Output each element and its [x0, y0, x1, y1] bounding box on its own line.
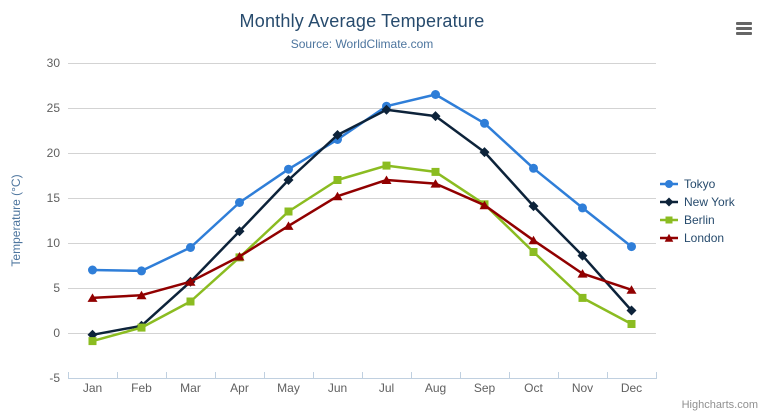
chart-title: Monthly Average Temperature — [239, 11, 485, 31]
series-line-berlin — [91, 164, 633, 343]
data-point-tokyo-apr[interactable] — [235, 198, 244, 207]
series-line-london — [91, 178, 633, 300]
x-axis-tick-label: Sep — [474, 381, 496, 395]
data-point-london-aug[interactable] — [430, 179, 441, 188]
x-axis-tick-label: Mar — [180, 381, 201, 395]
data-point-tokyo-feb[interactable] — [137, 266, 146, 276]
data-point-new-york-may[interactable] — [283, 175, 294, 185]
data-point-london-nov[interactable] — [577, 269, 588, 278]
y-axis-tick-label: 15 — [47, 191, 61, 205]
legend-item-label: London — [684, 231, 725, 245]
legend-item-label: Berlin — [684, 213, 715, 227]
data-point-london-feb[interactable] — [136, 290, 147, 300]
data-point-berlin-oct[interactable] — [529, 248, 538, 256]
legend-item-tokyo[interactable]: Tokyo — [659, 175, 735, 193]
data-point-new-york-sep[interactable] — [479, 147, 490, 158]
y-axis-tick-label: 30 — [47, 56, 61, 70]
data-point-berlin-jun[interactable] — [333, 176, 342, 184]
data-point-new-york-aug[interactable] — [430, 111, 441, 122]
series-line-tokyo — [91, 93, 633, 273]
x-axis-tick-label: Aug — [425, 381, 446, 395]
y-axis-tick-label: 5 — [53, 281, 60, 295]
data-point-london-mar[interactable] — [185, 277, 196, 286]
data-point-london-sep[interactable] — [479, 200, 490, 210]
legend-item-london[interactable]: London — [659, 229, 735, 247]
data-point-london-may[interactable] — [283, 221, 294, 230]
x-axis-tick-label: Jan — [83, 381, 102, 395]
data-point-berlin-may[interactable] — [284, 207, 293, 216]
x-axis-tick-label: May — [277, 381, 300, 395]
triangle-marker-icon — [660, 233, 678, 242]
data-point-tokyo-dec[interactable] — [627, 242, 636, 252]
data-point-london-dec[interactable] — [626, 285, 637, 294]
data-point-london-apr[interactable] — [234, 252, 245, 261]
hamburger-icon — [736, 26, 752, 30]
credits-link[interactable]: Highcharts.com — [681, 399, 758, 411]
diamond-marker-icon — [660, 197, 678, 207]
data-point-tokyo-oct[interactable] — [529, 163, 538, 173]
y-axis-tick-label: 25 — [47, 101, 61, 115]
data-point-london-jul[interactable] — [381, 175, 392, 185]
y-axis-tick-label: 10 — [47, 236, 61, 250]
data-point-new-york-dec[interactable] — [626, 305, 637, 316]
x-axis-tick-label: Nov — [572, 381, 593, 395]
data-point-tokyo-aug[interactable] — [431, 90, 440, 99]
data-point-berlin-aug[interactable] — [431, 167, 440, 176]
data-point-berlin-jan[interactable] — [88, 337, 97, 346]
y-axis-tick-label: 0 — [53, 326, 60, 340]
data-point-berlin-dec[interactable] — [627, 320, 636, 328]
series-line-new-york — [91, 108, 633, 337]
data-point-new-york-nov[interactable] — [577, 250, 588, 261]
legend: Tokyo New York Berlin London — [659, 175, 735, 247]
data-point-berlin-mar[interactable] — [186, 297, 195, 306]
data-point-berlin-nov[interactable] — [578, 293, 587, 302]
legend-item-label: New York — [684, 195, 735, 209]
y-axis-tick-label: 20 — [47, 146, 61, 160]
circle-marker-icon — [660, 180, 678, 188]
legend-item-label: Tokyo — [684, 177, 716, 191]
y-axis-title: Temperature (°C) — [9, 174, 23, 266]
data-point-new-york-oct[interactable] — [528, 201, 539, 212]
legend-item-new-york[interactable]: New York — [659, 193, 735, 211]
data-point-berlin-jul[interactable] — [382, 161, 391, 170]
data-point-new-york-apr[interactable] — [234, 226, 245, 237]
data-point-tokyo-sep[interactable] — [480, 118, 489, 128]
square-marker-icon — [660, 216, 678, 224]
data-point-london-oct[interactable] — [528, 235, 539, 245]
export-menu-button[interactable] — [732, 16, 756, 40]
y-axis-tick-label: -5 — [49, 371, 60, 385]
data-point-london-jun[interactable] — [332, 191, 343, 201]
x-axis-tick-label: Dec — [621, 381, 642, 395]
data-point-new-york-jul[interactable] — [381, 104, 392, 115]
data-point-berlin-feb[interactable] — [137, 323, 146, 332]
hamburger-icon — [736, 31, 752, 35]
legend-item-berlin[interactable]: Berlin — [659, 211, 735, 229]
x-axis-tick-label: Oct — [524, 381, 543, 395]
chart-subtitle: Source: WorldClimate.com — [290, 37, 434, 51]
x-axis-tick-label: Apr — [230, 381, 249, 395]
data-point-new-york-jun[interactable] — [332, 130, 343, 140]
x-axis-tick-label: Jun — [328, 381, 347, 395]
data-point-tokyo-nov[interactable] — [578, 203, 587, 213]
data-point-tokyo-may[interactable] — [284, 164, 293, 174]
data-point-tokyo-jan[interactable] — [88, 265, 97, 275]
data-point-london-jan[interactable] — [87, 293, 98, 302]
x-axis-tick-label: Feb — [131, 381, 152, 395]
hamburger-icon — [736, 21, 752, 25]
data-point-tokyo-mar[interactable] — [186, 243, 195, 252]
x-axis-tick-label: Jul — [379, 381, 394, 395]
